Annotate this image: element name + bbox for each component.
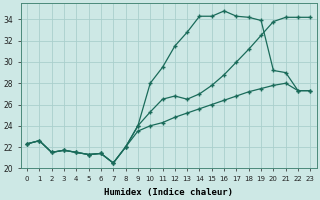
- X-axis label: Humidex (Indice chaleur): Humidex (Indice chaleur): [104, 188, 233, 197]
